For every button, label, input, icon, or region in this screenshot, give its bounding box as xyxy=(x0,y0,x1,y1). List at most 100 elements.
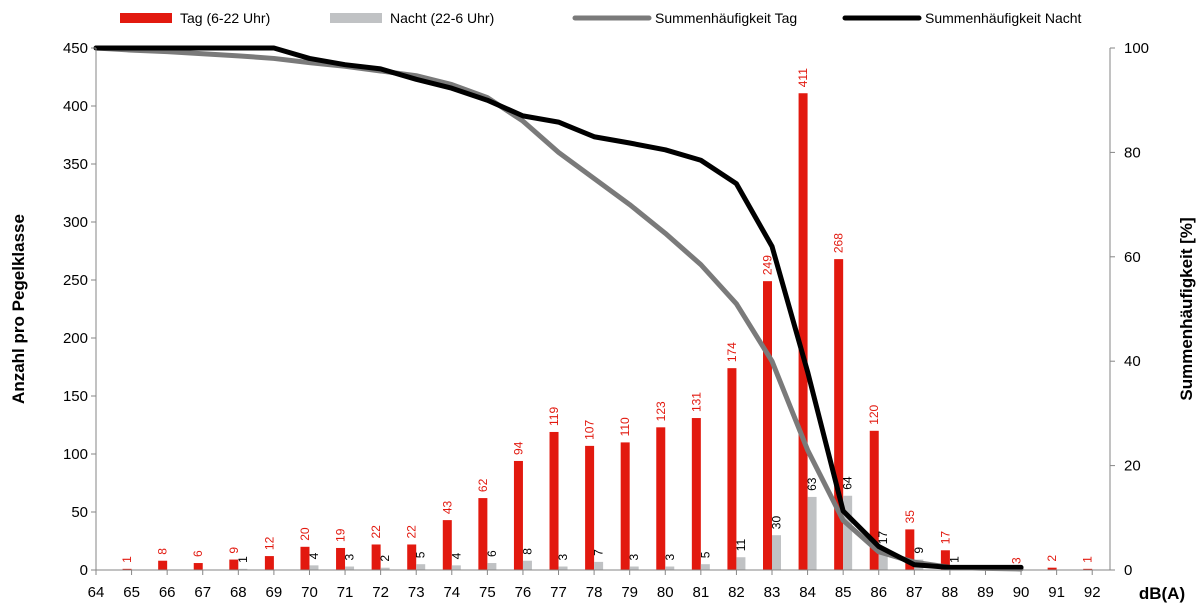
x-tick-label: 89 xyxy=(977,584,994,601)
line-summe-tag xyxy=(93,45,1024,572)
y2-tick-label: 60 xyxy=(1124,249,1141,266)
line-summe-nacht xyxy=(93,45,1024,570)
data-label-tag: 119 xyxy=(547,407,561,426)
data-label-nacht: 3 xyxy=(627,554,641,561)
x-tick-label: 64 xyxy=(88,584,105,601)
bar-tag xyxy=(513,460,523,570)
bar-tag xyxy=(834,259,844,570)
bar-nacht xyxy=(878,550,888,570)
bar-tag xyxy=(691,418,701,570)
data-label-nacht: 5 xyxy=(698,551,712,558)
x-tick-label: 65 xyxy=(123,584,140,601)
x-tick-label: 75 xyxy=(479,584,496,601)
data-label-nacht: 1 xyxy=(236,556,250,563)
x-tick-label: 67 xyxy=(194,584,211,601)
data-label-tag: 2 xyxy=(1045,555,1059,562)
data-label-nacht: 63 xyxy=(805,477,819,491)
data-label-tag: 22 xyxy=(369,525,383,539)
data-label-tag: 131 xyxy=(689,392,703,412)
y-tick-label: 150 xyxy=(63,388,88,405)
data-label-tag: 268 xyxy=(832,233,846,253)
bar-tag xyxy=(229,559,239,570)
legend-label: Tag (6-22 Uhr) xyxy=(180,10,270,26)
data-label-tag: 12 xyxy=(262,536,276,550)
bar-nacht xyxy=(380,567,390,570)
bar-tag xyxy=(300,546,310,570)
bar-tag xyxy=(1083,568,1093,570)
y-tick-label: 200 xyxy=(63,330,88,347)
x-tick-label: 87 xyxy=(906,584,923,601)
data-label-tag: 123 xyxy=(654,401,668,421)
y-tick-label: 250 xyxy=(63,272,88,289)
y2-tick-label: 0 xyxy=(1124,562,1132,579)
data-label-tag: 249 xyxy=(761,255,775,275)
bar-nacht xyxy=(594,561,604,570)
x-tick-label: 79 xyxy=(621,584,638,601)
bar-tag xyxy=(905,529,915,570)
legend-swatch xyxy=(120,13,172,23)
bar-tag xyxy=(442,520,452,570)
data-label-nacht: 3 xyxy=(663,554,677,561)
x-tick-label: 77 xyxy=(550,584,567,601)
data-label-tag: 120 xyxy=(867,404,881,424)
x-tick-label: 88 xyxy=(942,584,959,601)
x-tick-label: 90 xyxy=(1013,584,1030,601)
y2-tick-label: 40 xyxy=(1124,353,1141,370)
x-tick-label: 83 xyxy=(764,584,781,601)
y-tick-label: 450 xyxy=(63,40,88,57)
data-label-nacht: 64 xyxy=(841,476,855,490)
legend-label: Nacht (22-6 Uhr) xyxy=(390,10,494,26)
y2-tick-label: 100 xyxy=(1124,40,1149,57)
bar-tag xyxy=(727,368,737,570)
data-label-nacht: 30 xyxy=(770,516,784,530)
y2-axis-title: Summenhäufigkeit [%] xyxy=(1177,217,1196,400)
bar-nacht xyxy=(309,565,319,570)
y-tick-label: 300 xyxy=(63,214,88,231)
bar-tag xyxy=(193,563,203,570)
data-label-tag: 6 xyxy=(191,550,205,557)
y2-tick-label: 80 xyxy=(1124,144,1141,161)
x-tick-label: 82 xyxy=(728,584,745,601)
bar-tag xyxy=(407,544,417,570)
bar-nacht xyxy=(522,560,532,570)
bar-tag xyxy=(656,427,666,570)
data-label-nacht: 3 xyxy=(343,554,357,561)
bar-nacht xyxy=(807,496,817,570)
data-label-tag: 94 xyxy=(511,441,525,455)
data-label-tag: 35 xyxy=(903,510,917,524)
x-tick-label: 85 xyxy=(835,584,852,601)
data-label-nacht: 5 xyxy=(414,551,428,558)
x-tick-label: 72 xyxy=(372,584,389,601)
data-label-nacht: 17 xyxy=(876,531,890,545)
data-label-nacht: 8 xyxy=(520,548,534,555)
data-label-nacht: 9 xyxy=(912,547,926,554)
data-label-tag: 174 xyxy=(725,342,739,362)
y-tick-label: 400 xyxy=(63,98,88,115)
data-label-tag: 411 xyxy=(796,68,810,87)
x-tick-label: 80 xyxy=(657,584,674,601)
bar-tag xyxy=(264,556,274,570)
bar-nacht xyxy=(238,568,248,570)
data-label-tag: 8 xyxy=(156,548,170,555)
legend-swatch xyxy=(330,13,382,23)
data-label-tag: 107 xyxy=(583,420,597,440)
data-label-tag: 20 xyxy=(298,527,312,541)
x-tick-label: 76 xyxy=(515,584,532,601)
bar-nacht xyxy=(700,564,710,570)
bar-tag xyxy=(122,568,132,570)
bar-tag xyxy=(763,281,772,570)
data-label-tag: 62 xyxy=(476,478,490,492)
bar-tag xyxy=(549,431,559,570)
data-label-tag: 9 xyxy=(227,547,241,554)
x-tick-label: 69 xyxy=(266,584,283,601)
x-axis-title: dB(A) xyxy=(1139,584,1185,603)
bar-nacht xyxy=(772,535,781,570)
axes: 0 50 100 150 200 250 300 350 400 450 0 20 40 60 80 100 6… xyxy=(63,40,1149,601)
data-label-nacht: 2 xyxy=(378,555,392,562)
x-tick-label: 86 xyxy=(870,584,887,601)
y-tick-label: 50 xyxy=(71,504,88,521)
data-label-tag: 1 xyxy=(120,556,134,563)
data-label-tag: 1 xyxy=(1081,556,1095,563)
bar-nacht xyxy=(558,566,568,570)
